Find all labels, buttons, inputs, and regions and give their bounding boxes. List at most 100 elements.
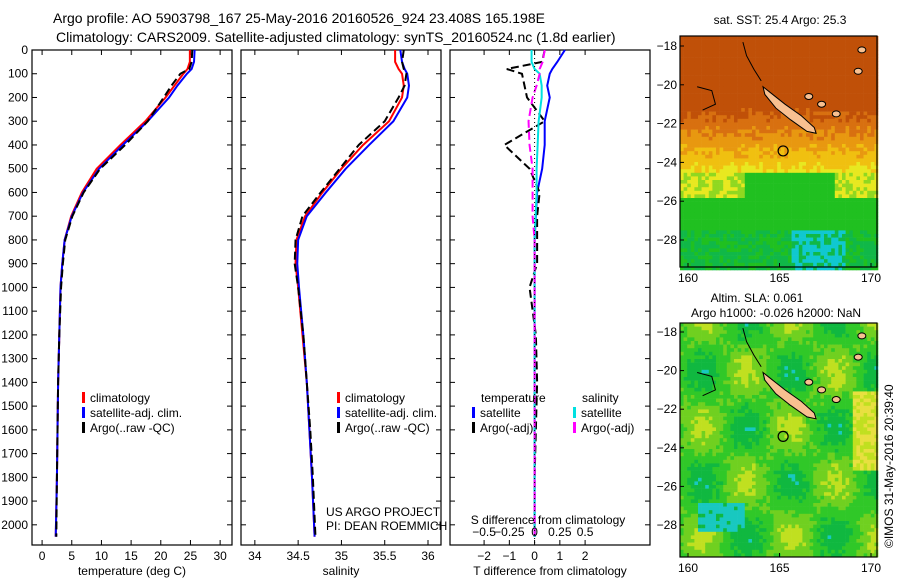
map-pixel bbox=[687, 118, 692, 123]
map-pixel bbox=[730, 413, 735, 417]
map-pixel bbox=[708, 351, 713, 356]
map-pixel bbox=[867, 162, 872, 166]
map-pixel bbox=[773, 187, 778, 192]
map-pixel bbox=[874, 104, 879, 109]
land-island bbox=[857, 46, 867, 54]
map-pixel bbox=[680, 190, 684, 195]
map-pixel bbox=[770, 212, 774, 217]
map-pixel bbox=[798, 187, 803, 192]
map-pixel bbox=[701, 409, 706, 414]
map-pixel bbox=[712, 377, 717, 381]
map-pixel bbox=[705, 513, 710, 518]
map-pixel bbox=[798, 133, 803, 138]
map-pixel bbox=[834, 122, 839, 127]
map-pixel bbox=[690, 459, 695, 464]
map-pixel bbox=[780, 194, 785, 199]
map-pixel bbox=[766, 104, 771, 109]
map-pixel bbox=[683, 162, 688, 166]
y-tick-label: 1700 bbox=[1, 447, 28, 461]
map-pixel bbox=[849, 172, 854, 177]
map-pixel bbox=[849, 183, 854, 188]
tdiff-legend-swatch bbox=[472, 422, 475, 433]
map-pixel bbox=[680, 183, 684, 188]
map-pixel bbox=[870, 82, 875, 87]
map-pixel bbox=[734, 50, 738, 55]
map-pixel bbox=[773, 154, 778, 159]
map-pixel bbox=[824, 198, 828, 202]
map-pixel bbox=[748, 154, 753, 159]
map-pixel bbox=[874, 230, 879, 235]
map-pixel bbox=[752, 86, 756, 91]
map-pixel bbox=[723, 219, 728, 224]
map-pixel bbox=[867, 43, 872, 48]
map-pixel bbox=[712, 104, 717, 109]
map-pixel bbox=[716, 46, 720, 51]
map-pixel bbox=[694, 420, 699, 425]
map-pixel bbox=[766, 72, 771, 76]
map-pixel bbox=[687, 456, 692, 461]
map-pixel bbox=[849, 46, 854, 51]
map-pixel bbox=[741, 395, 746, 399]
map-pixel bbox=[680, 176, 684, 181]
map-pixel bbox=[788, 100, 792, 105]
map-pixel bbox=[734, 259, 738, 264]
map-pixel bbox=[694, 384, 699, 389]
map-pixel bbox=[723, 492, 728, 497]
map-pixel bbox=[726, 118, 731, 123]
map-pixel bbox=[874, 115, 879, 120]
map-pixel bbox=[723, 456, 728, 461]
temp-legend-swatch bbox=[82, 407, 85, 418]
map-pixel bbox=[838, 46, 843, 51]
map-pixel bbox=[694, 459, 699, 464]
map-pixel bbox=[809, 244, 814, 249]
map-pixel bbox=[860, 36, 864, 40]
map-pixel bbox=[687, 535, 692, 540]
map-pixel bbox=[874, 216, 879, 220]
map-pixel bbox=[683, 50, 688, 55]
map-pixel bbox=[834, 50, 839, 55]
map-pixel bbox=[831, 205, 836, 210]
map-pixel bbox=[737, 513, 742, 518]
sdiff-legend-swatch bbox=[573, 422, 576, 433]
map-pixel bbox=[716, 151, 720, 156]
map-pixel bbox=[683, 72, 688, 76]
map-pixel bbox=[719, 187, 724, 192]
map-pixel bbox=[719, 147, 724, 152]
map-pixel bbox=[816, 82, 821, 87]
map-pixel bbox=[723, 122, 728, 127]
map-pixel bbox=[748, 151, 753, 156]
map-pixel bbox=[705, 82, 710, 87]
map-pixel bbox=[680, 118, 684, 123]
map-pixel bbox=[716, 158, 720, 163]
map-pixel bbox=[683, 323, 688, 327]
map-pixel bbox=[708, 194, 713, 199]
map-pixel bbox=[708, 165, 713, 170]
map-pixel bbox=[698, 427, 702, 432]
map-pixel bbox=[791, 208, 796, 213]
map-pixel bbox=[701, 456, 706, 461]
map-pixel bbox=[734, 111, 738, 116]
map-pixel bbox=[849, 50, 854, 55]
map-pixel bbox=[788, 54, 792, 58]
map-pixel bbox=[773, 147, 778, 152]
map-pixel bbox=[719, 219, 724, 224]
map-pixel bbox=[734, 244, 738, 249]
map-pixel bbox=[730, 79, 735, 84]
map-pixel bbox=[712, 521, 717, 525]
map-pixel bbox=[690, 266, 695, 271]
map-pixel bbox=[824, 140, 828, 145]
map-pixel bbox=[701, 72, 706, 76]
map-pixel bbox=[845, 162, 850, 166]
sal-legend-swatch bbox=[337, 407, 340, 418]
map-pixel bbox=[838, 75, 843, 80]
map-pixel bbox=[813, 43, 818, 48]
map-pixel bbox=[687, 108, 692, 112]
map-pixel bbox=[766, 216, 771, 220]
map-pixel bbox=[708, 140, 713, 145]
map-pixel bbox=[716, 495, 720, 500]
map-pixel bbox=[809, 54, 814, 58]
map-pixel bbox=[852, 93, 857, 98]
map-pixel bbox=[687, 212, 692, 217]
map-pixel bbox=[734, 506, 738, 511]
map-pixel bbox=[741, 380, 746, 385]
